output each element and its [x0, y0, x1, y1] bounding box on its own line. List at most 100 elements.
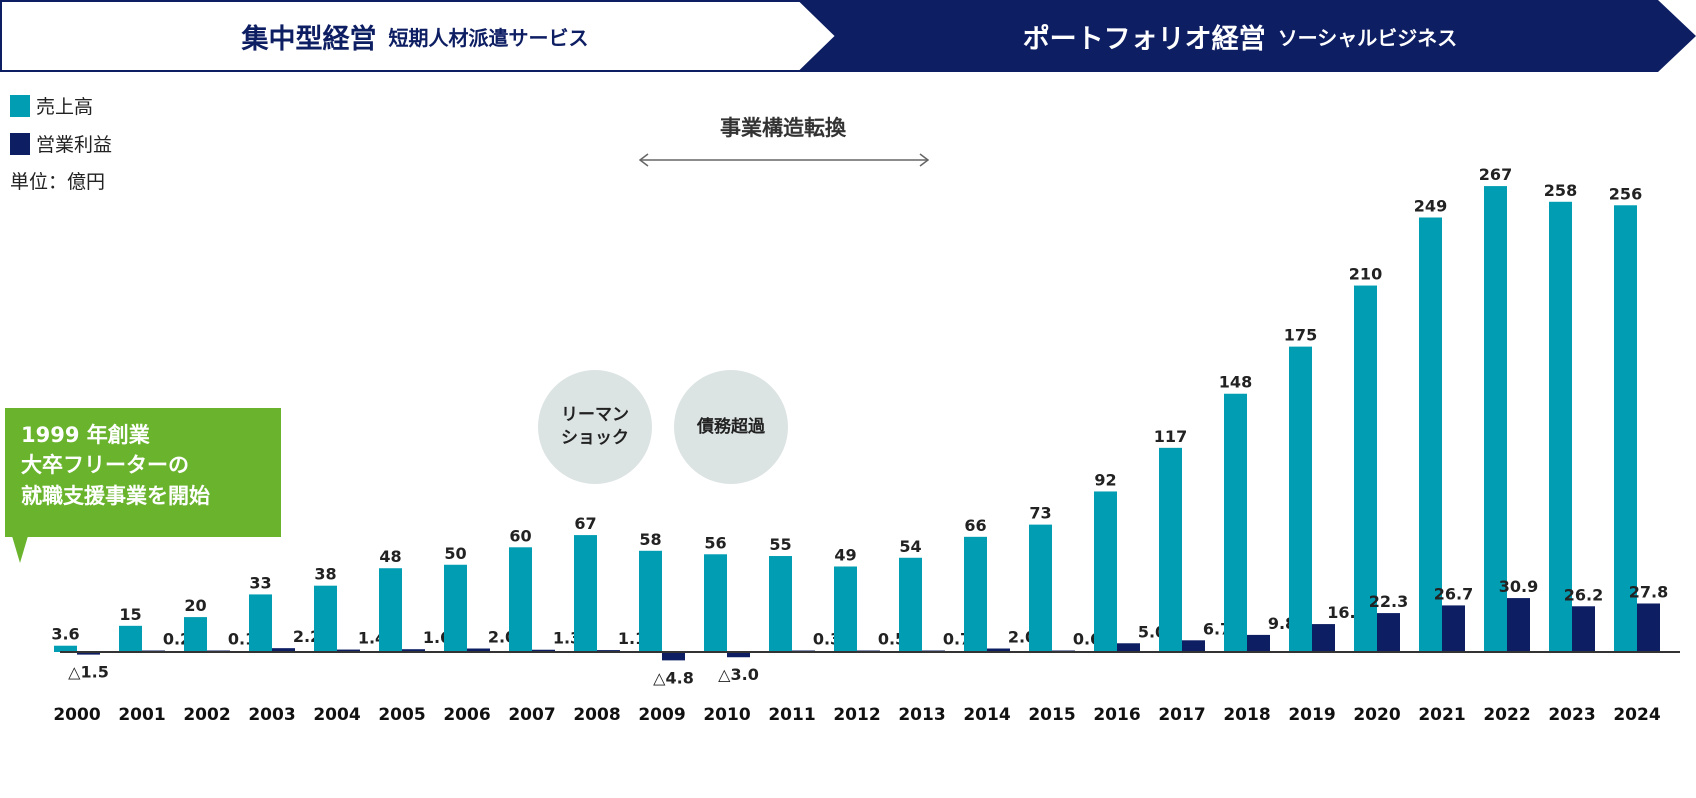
sales-value-label: 58 [639, 530, 661, 549]
year-tick-label: 2004 [313, 705, 360, 725]
sales-bar [1354, 285, 1377, 652]
profit-bar [1442, 605, 1465, 652]
sales-value-label: 256 [1609, 184, 1642, 203]
year-tick-label: 2013 [898, 705, 945, 725]
year-tick-label: 2024 [1613, 705, 1660, 725]
sales-value-label: 48 [379, 547, 401, 566]
profit-bar [1312, 624, 1335, 652]
sales-bar [1549, 201, 1572, 653]
phase1-subtitle: 短期人材派遣サービス [388, 25, 589, 50]
legend-label-profit: 営業利益 [36, 134, 113, 156]
sales-value-label: 148 [1219, 373, 1252, 392]
year-tick-label: 2006 [443, 705, 490, 725]
unit-label: 単位：億円 [10, 171, 106, 193]
sales-value-label: 175 [1284, 326, 1317, 345]
sales-bar [1159, 447, 1182, 652]
profit-bar [727, 652, 750, 658]
phase2-label: ポートフォリオ経営 ソーシャルビジネス [820, 0, 1660, 72]
sales-value-label: 73 [1029, 504, 1051, 523]
year-tick-label: 2017 [1158, 705, 1205, 725]
year-tick-label: 2000 [53, 705, 100, 725]
profit-bar [662, 652, 685, 661]
sales-value-label: 56 [704, 533, 726, 552]
legend-swatch-sales [10, 94, 30, 117]
year-tick-label: 2001 [118, 705, 165, 725]
phase2-subtitle: ソーシャルビジネス [1277, 25, 1458, 50]
sales-value-label: 249 [1414, 196, 1447, 215]
sales-value-label: 66 [964, 516, 986, 535]
sales-bar [1419, 217, 1442, 652]
sales-value-label: 20 [184, 596, 206, 615]
profit-bar [1377, 613, 1400, 652]
sales-bar [444, 564, 467, 652]
phase2-arrow [800, 0, 1696, 72]
sales-bar [639, 550, 662, 652]
phase1-label: 集中型経営 短期人材派遣サービス [0, 0, 830, 72]
year-tick-label: 2005 [378, 705, 425, 725]
year-tick-label: 2021 [1418, 705, 1465, 725]
year-tick-label: 2011 [768, 705, 815, 725]
profit-bar [1247, 634, 1270, 652]
sales-value-label: 67 [574, 514, 596, 533]
profit-value-label: 27.8 [1629, 582, 1668, 601]
sales-value-label: 92 [1094, 470, 1116, 489]
sales-value-label: 55 [769, 535, 791, 554]
sales-value-label: 117 [1154, 427, 1187, 446]
year-tick-label: 2016 [1093, 705, 1140, 725]
year-tick-label: 2014 [963, 705, 1010, 725]
phase1-title: 集中型経営 [241, 23, 377, 55]
legend-swatch-profit [10, 132, 30, 155]
profit-bar [1182, 640, 1205, 652]
legend-label-sales: 売上高 [36, 96, 94, 118]
profit-bar [337, 649, 360, 652]
sales-value-label: 38 [314, 565, 336, 584]
year-tick-label: 2009 [638, 705, 685, 725]
profit-value-label: △4.8 [653, 668, 694, 687]
sales-value-label: 15 [119, 605, 141, 624]
sales-bar [184, 617, 207, 652]
insolvency-circle: 債務超過 [674, 370, 788, 484]
sales-bar [314, 585, 337, 652]
year-tick-label: 2019 [1288, 705, 1335, 725]
sales-value-label: 50 [444, 544, 466, 563]
founding-callout: 1999 年創業 大卒フリーターの 就職支援事業を開始 [5, 408, 281, 537]
year-tick-label: 2002 [183, 705, 230, 725]
callout-tail [12, 536, 28, 563]
year-tick-label: 2008 [573, 705, 620, 725]
sales-bar [1029, 524, 1052, 652]
sales-bar [1484, 186, 1507, 652]
sales-value-label: 210 [1349, 265, 1382, 284]
profit-bar [1117, 643, 1140, 652]
phase1-arrow [0, 0, 838, 72]
transition-label: 事業構造転換 [720, 116, 846, 140]
profit-value-label: 26.2 [1564, 585, 1603, 604]
year-tick-label: 2012 [833, 705, 880, 725]
sales-bar [54, 645, 77, 652]
sales-value-label: 3.6 [51, 625, 79, 644]
sales-value-label: 49 [834, 545, 856, 564]
sales-bar [574, 535, 597, 652]
lehman-shock-circle: リーマン ショック [538, 370, 652, 484]
year-tick-label: 2020 [1353, 705, 1400, 725]
sales-bar [769, 556, 792, 652]
profit-bar [467, 648, 490, 652]
phase2-title: ポートフォリオ経営 [1022, 23, 1266, 55]
sales-value-label: 267 [1479, 165, 1512, 184]
profit-value-label: △3.0 [718, 665, 759, 684]
legend-item-profit: 営業利益 [10, 130, 112, 157]
year-tick-label: 2015 [1028, 705, 1075, 725]
profit-bar [532, 649, 555, 652]
profit-value-label: 22.3 [1369, 592, 1408, 611]
legend-item-sales: 売上高 [10, 92, 93, 119]
sales-bar [899, 557, 922, 652]
profit-bar [272, 648, 295, 652]
sales-bar [964, 536, 987, 652]
profit-bar [1637, 603, 1660, 652]
sales-bar [249, 594, 272, 652]
profit-bar [402, 649, 425, 652]
sales-value-label: 258 [1544, 181, 1577, 200]
sales-bar [379, 568, 402, 652]
year-tick-label: 2023 [1548, 705, 1595, 725]
sales-bar [834, 566, 857, 652]
